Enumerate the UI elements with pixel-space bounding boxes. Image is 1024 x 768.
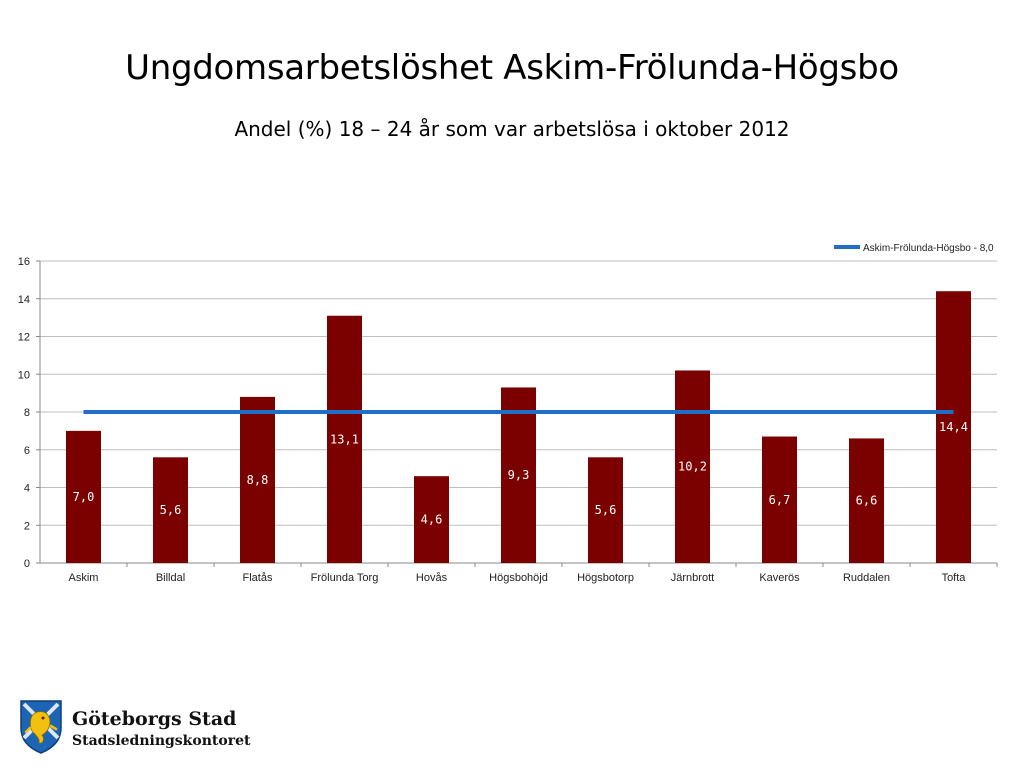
- data-label: 5,6: [160, 503, 182, 517]
- bar: [501, 387, 536, 563]
- chart-subtitle: Andel (%) 18 – 24 år som var arbetslösa …: [234, 117, 790, 141]
- bar: [588, 457, 623, 563]
- bar: [675, 370, 710, 563]
- data-label: 9,3: [508, 468, 530, 482]
- bar: [327, 315, 362, 563]
- x-tick-label: Tofta: [942, 572, 967, 584]
- data-label: 13,1: [330, 432, 359, 446]
- chart-title: Ungdomsarbetslöshet Askim-Frölunda-Högsb…: [125, 48, 899, 88]
- bar: [762, 436, 797, 563]
- x-tick-label: Askim: [69, 572, 99, 584]
- bar: [66, 430, 101, 563]
- x-tick-label: Högsbotorp: [577, 572, 634, 584]
- y-tick-label: 8: [24, 407, 30, 419]
- x-tick-label: Järnbrott: [671, 572, 714, 584]
- x-tick-label: Hovås: [416, 572, 448, 584]
- data-label: 6,6: [856, 494, 878, 508]
- org-department: Stadsledningskontoret: [72, 733, 251, 749]
- goteborg-crest-icon: [18, 698, 64, 754]
- bar: [414, 476, 449, 563]
- y-tick-label: 10: [18, 369, 30, 381]
- x-tick-label: Flatås: [243, 572, 273, 584]
- bar: [936, 291, 971, 563]
- data-label: 8,8: [247, 473, 269, 487]
- bar: [849, 438, 884, 563]
- x-tick-label: Billdal: [156, 572, 185, 584]
- data-label: 6,7: [769, 493, 791, 507]
- legend-label: Askim-Frölunda-Högsbo - 8,0: [863, 243, 994, 254]
- data-label: 5,6: [595, 503, 617, 517]
- x-tick-label: Ruddalen: [843, 572, 890, 584]
- y-tick-label: 6: [24, 445, 30, 457]
- data-label: 7,0: [73, 490, 95, 504]
- y-tick-label: 14: [18, 294, 30, 306]
- bar-chart: 0 2 4 6 8 10 12 14 16 Askim Billdal Flatås Frölunda …: [18, 243, 998, 584]
- org-name: Göteborgs Stad: [72, 708, 237, 730]
- x-tick-label: Kaverös: [759, 572, 800, 584]
- y-tick-label: 0: [24, 558, 30, 570]
- data-label: 10,2: [678, 460, 707, 474]
- data-label: 14,4: [939, 420, 968, 434]
- bar: [240, 396, 275, 563]
- y-tick-label: 16: [18, 256, 30, 268]
- bar: [153, 457, 188, 563]
- y-tick-label: 2: [24, 520, 30, 532]
- x-tick-label: Frölunda Torg: [311, 572, 379, 584]
- y-tick-label: 4: [24, 483, 30, 495]
- x-tick-label: Högsbohöjd: [489, 572, 548, 584]
- data-label: 4,6: [421, 513, 443, 527]
- y-tick-label: 12: [18, 332, 30, 344]
